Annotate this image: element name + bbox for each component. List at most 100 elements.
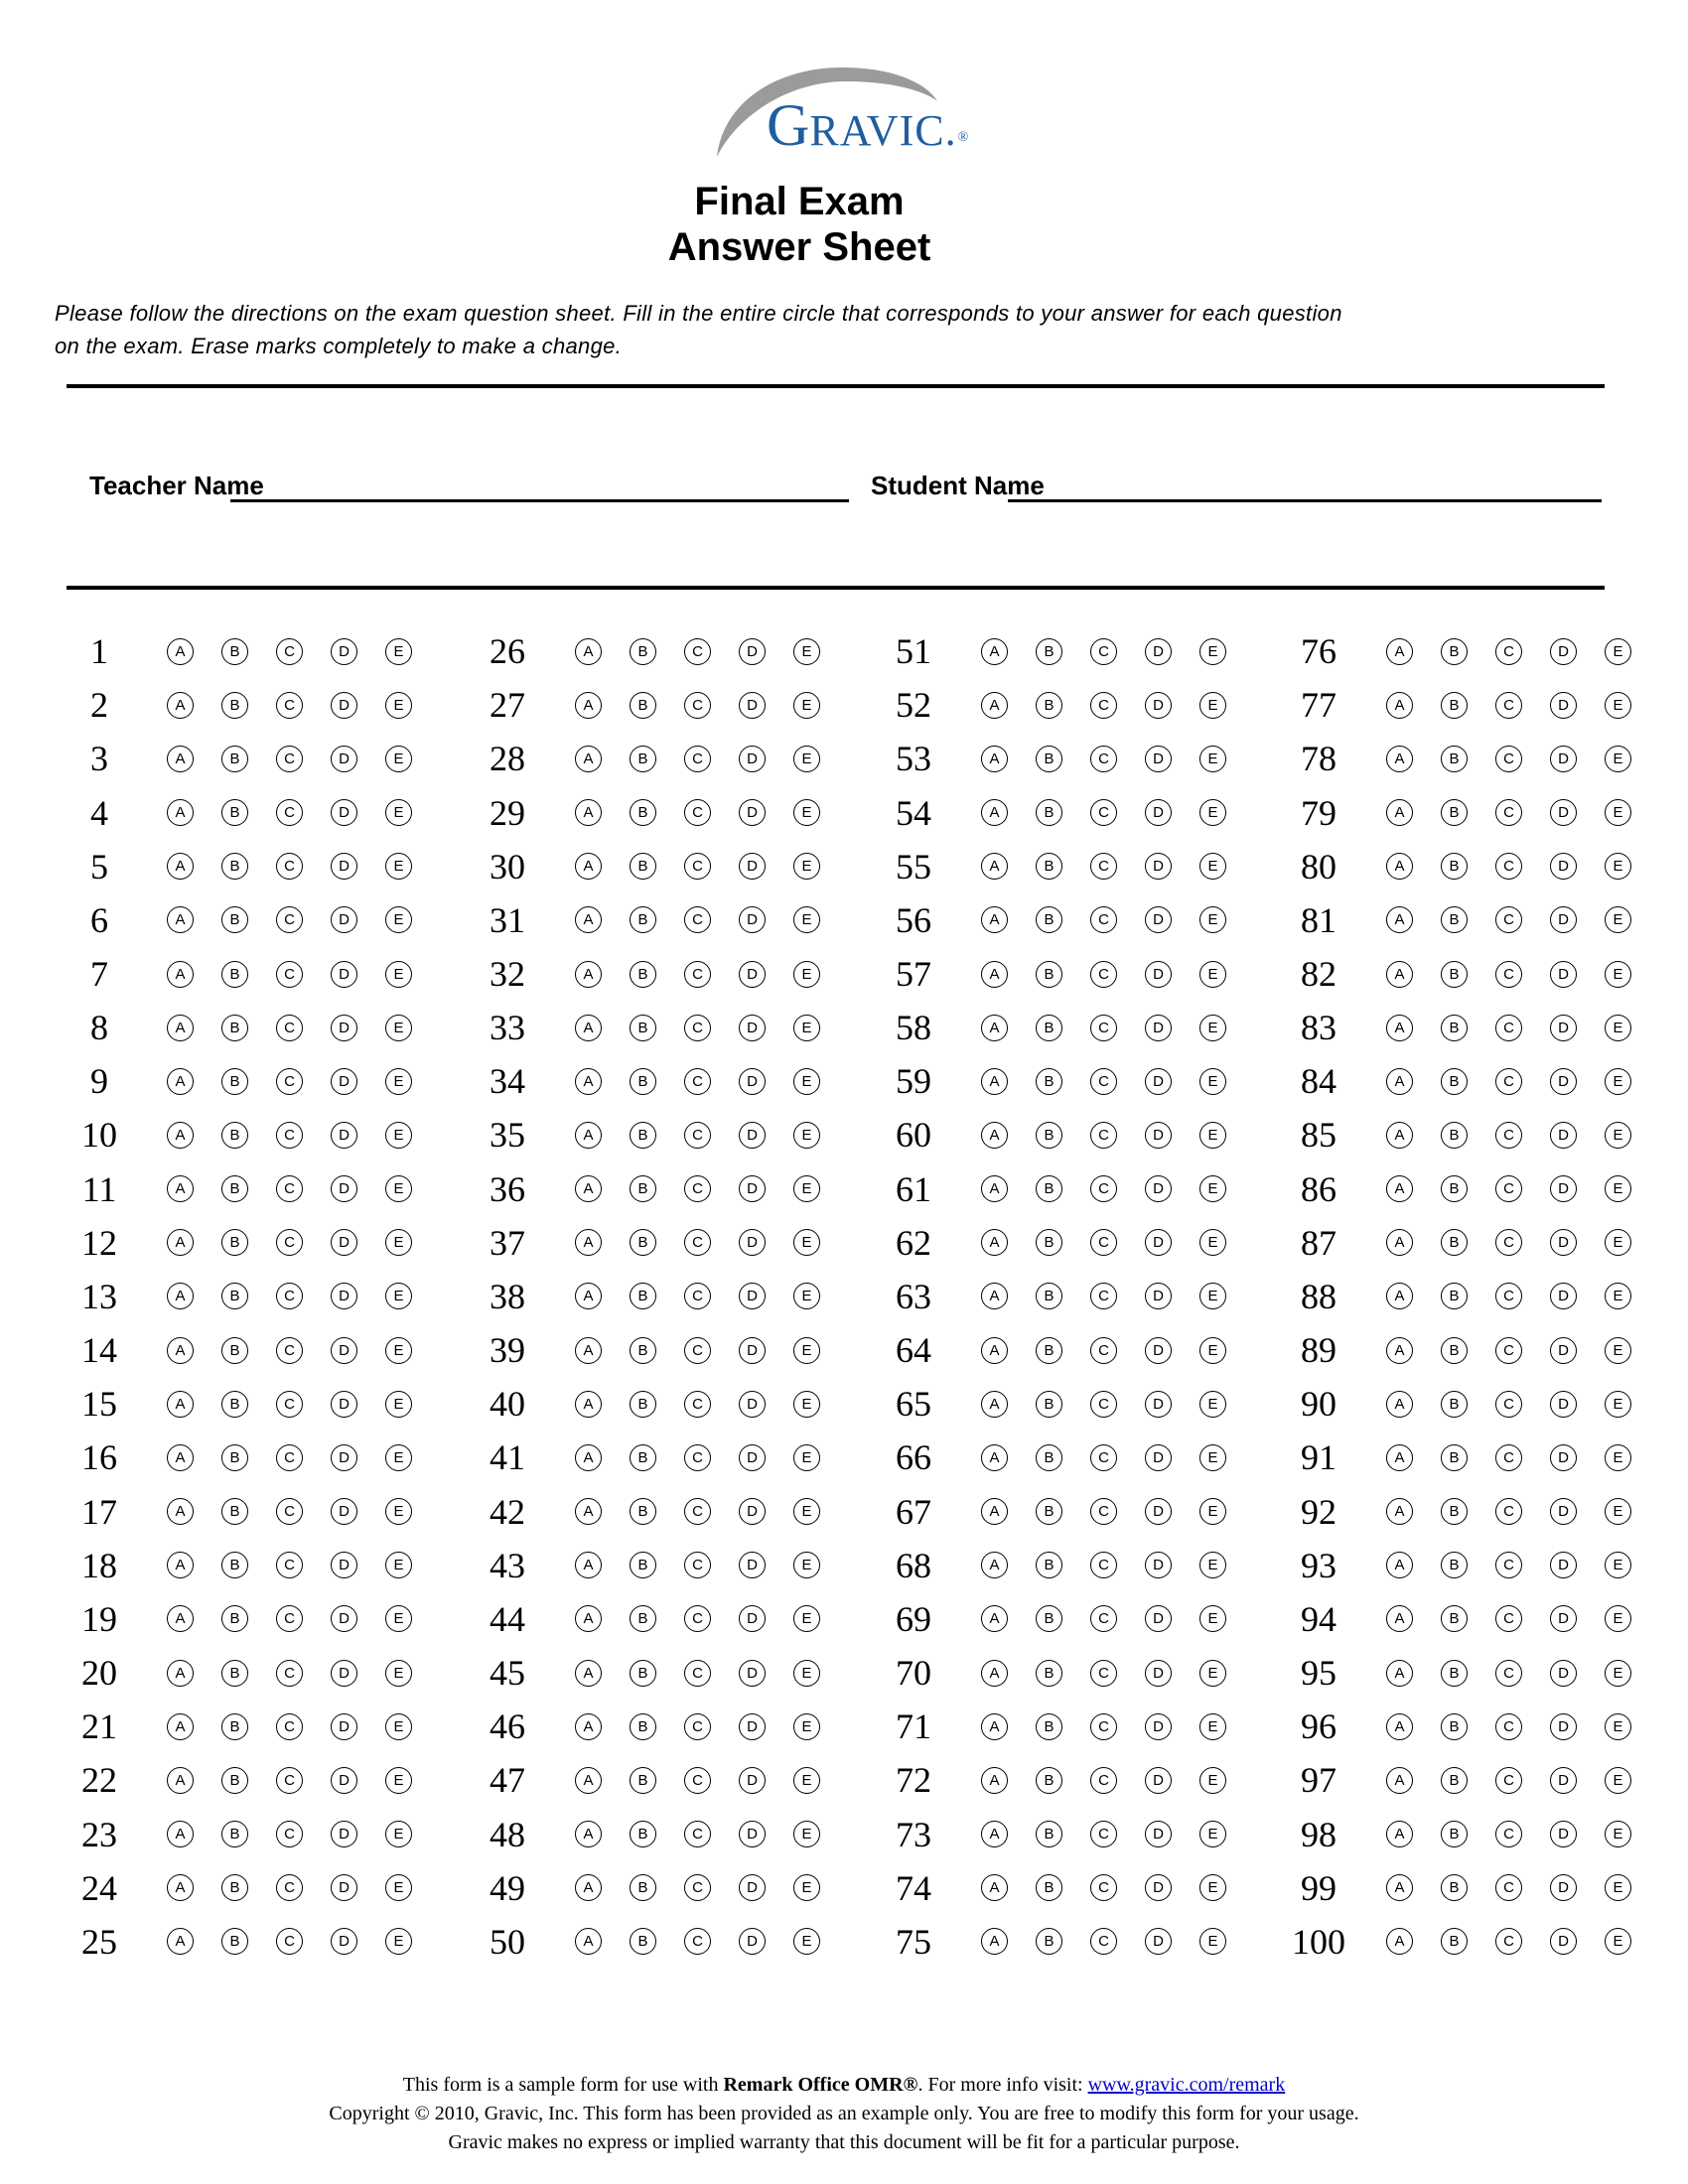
answer-bubble-74-C[interactable]: C bbox=[1090, 1874, 1117, 1902]
answer-bubble-1-A[interactable]: A bbox=[167, 637, 194, 665]
answer-bubble-21-A[interactable]: A bbox=[167, 1712, 194, 1740]
answer-bubble-79-D[interactable]: D bbox=[1550, 799, 1577, 827]
answer-bubble-42-C[interactable]: C bbox=[684, 1498, 711, 1526]
answer-bubble-77-C[interactable]: C bbox=[1495, 691, 1522, 719]
answer-bubble-19-E[interactable]: E bbox=[385, 1605, 412, 1633]
answer-bubble-59-C[interactable]: C bbox=[1090, 1067, 1117, 1095]
answer-bubble-94-D[interactable]: D bbox=[1550, 1605, 1577, 1633]
answer-bubble-32-C[interactable]: C bbox=[684, 960, 711, 988]
answer-bubble-88-B[interactable]: B bbox=[1441, 1283, 1468, 1310]
answer-bubble-6-B[interactable]: B bbox=[221, 906, 248, 934]
answer-bubble-6-C[interactable]: C bbox=[276, 906, 303, 934]
gravic-remark-link[interactable]: www.gravic.com/remark bbox=[1087, 2074, 1286, 2096]
answer-bubble-63-C[interactable]: C bbox=[1090, 1283, 1117, 1310]
answer-bubble-56-D[interactable]: D bbox=[1145, 906, 1172, 934]
answer-bubble-61-D[interactable]: D bbox=[1145, 1175, 1172, 1203]
answer-bubble-29-A[interactable]: A bbox=[575, 799, 602, 827]
answer-bubble-1-D[interactable]: D bbox=[331, 637, 357, 665]
answer-bubble-12-A[interactable]: A bbox=[167, 1229, 194, 1257]
answer-bubble-62-C[interactable]: C bbox=[1090, 1229, 1117, 1257]
answer-bubble-27-A[interactable]: A bbox=[575, 691, 602, 719]
answer-bubble-15-A[interactable]: A bbox=[167, 1390, 194, 1418]
answer-bubble-57-C[interactable]: C bbox=[1090, 960, 1117, 988]
answer-bubble-88-C[interactable]: C bbox=[1495, 1283, 1522, 1310]
answer-bubble-42-E[interactable]: E bbox=[793, 1498, 820, 1526]
answer-bubble-84-B[interactable]: B bbox=[1441, 1067, 1468, 1095]
answer-bubble-27-D[interactable]: D bbox=[739, 691, 766, 719]
answer-bubble-49-C[interactable]: C bbox=[684, 1874, 711, 1902]
answer-bubble-54-C[interactable]: C bbox=[1090, 799, 1117, 827]
answer-bubble-24-B[interactable]: B bbox=[221, 1874, 248, 1902]
answer-bubble-51-D[interactable]: D bbox=[1145, 637, 1172, 665]
answer-bubble-83-C[interactable]: C bbox=[1495, 1014, 1522, 1041]
answer-bubble-18-E[interactable]: E bbox=[385, 1552, 412, 1579]
answer-bubble-63-E[interactable]: E bbox=[1199, 1283, 1226, 1310]
answer-bubble-87-D[interactable]: D bbox=[1550, 1229, 1577, 1257]
answer-bubble-70-C[interactable]: C bbox=[1090, 1659, 1117, 1687]
answer-bubble-97-E[interactable]: E bbox=[1605, 1766, 1631, 1794]
answer-bubble-32-B[interactable]: B bbox=[630, 960, 656, 988]
answer-bubble-74-D[interactable]: D bbox=[1145, 1874, 1172, 1902]
answer-bubble-55-E[interactable]: E bbox=[1199, 853, 1226, 881]
answer-bubble-58-E[interactable]: E bbox=[1199, 1014, 1226, 1041]
answer-bubble-3-C[interactable]: C bbox=[276, 745, 303, 772]
answer-bubble-63-D[interactable]: D bbox=[1145, 1283, 1172, 1310]
answer-bubble-73-C[interactable]: C bbox=[1090, 1821, 1117, 1848]
answer-bubble-64-D[interactable]: D bbox=[1145, 1336, 1172, 1364]
answer-bubble-100-C[interactable]: C bbox=[1495, 1928, 1522, 1956]
answer-bubble-9-C[interactable]: C bbox=[276, 1067, 303, 1095]
answer-bubble-98-A[interactable]: A bbox=[1386, 1821, 1413, 1848]
answer-bubble-36-A[interactable]: A bbox=[575, 1175, 602, 1203]
answer-bubble-7-E[interactable]: E bbox=[385, 960, 412, 988]
answer-bubble-58-B[interactable]: B bbox=[1036, 1014, 1062, 1041]
answer-bubble-61-C[interactable]: C bbox=[1090, 1175, 1117, 1203]
answer-bubble-21-B[interactable]: B bbox=[221, 1712, 248, 1740]
answer-bubble-24-E[interactable]: E bbox=[385, 1874, 412, 1902]
answer-bubble-11-B[interactable]: B bbox=[221, 1175, 248, 1203]
answer-bubble-49-A[interactable]: A bbox=[575, 1874, 602, 1902]
answer-bubble-46-E[interactable]: E bbox=[793, 1712, 820, 1740]
answer-bubble-42-A[interactable]: A bbox=[575, 1498, 602, 1526]
answer-bubble-7-B[interactable]: B bbox=[221, 960, 248, 988]
answer-bubble-74-E[interactable]: E bbox=[1199, 1874, 1226, 1902]
answer-bubble-98-B[interactable]: B bbox=[1441, 1821, 1468, 1848]
answer-bubble-90-D[interactable]: D bbox=[1550, 1390, 1577, 1418]
answer-bubble-87-A[interactable]: A bbox=[1386, 1229, 1413, 1257]
answer-bubble-52-B[interactable]: B bbox=[1036, 691, 1062, 719]
answer-bubble-81-A[interactable]: A bbox=[1386, 906, 1413, 934]
answer-bubble-34-A[interactable]: A bbox=[575, 1067, 602, 1095]
answer-bubble-81-D[interactable]: D bbox=[1550, 906, 1577, 934]
answer-bubble-64-A[interactable]: A bbox=[981, 1336, 1008, 1364]
answer-bubble-79-A[interactable]: A bbox=[1386, 799, 1413, 827]
answer-bubble-30-E[interactable]: E bbox=[793, 853, 820, 881]
answer-bubble-87-B[interactable]: B bbox=[1441, 1229, 1468, 1257]
answer-bubble-48-E[interactable]: E bbox=[793, 1821, 820, 1848]
answer-bubble-27-B[interactable]: B bbox=[630, 691, 656, 719]
answer-bubble-46-C[interactable]: C bbox=[684, 1712, 711, 1740]
answer-bubble-75-B[interactable]: B bbox=[1036, 1928, 1062, 1956]
answer-bubble-67-D[interactable]: D bbox=[1145, 1498, 1172, 1526]
answer-bubble-62-A[interactable]: A bbox=[981, 1229, 1008, 1257]
answer-bubble-55-B[interactable]: B bbox=[1036, 853, 1062, 881]
answer-bubble-95-E[interactable]: E bbox=[1605, 1659, 1631, 1687]
answer-bubble-53-C[interactable]: C bbox=[1090, 745, 1117, 772]
answer-bubble-78-D[interactable]: D bbox=[1550, 745, 1577, 772]
answer-bubble-77-D[interactable]: D bbox=[1550, 691, 1577, 719]
answer-bubble-65-B[interactable]: B bbox=[1036, 1390, 1062, 1418]
answer-bubble-8-C[interactable]: C bbox=[276, 1014, 303, 1041]
answer-bubble-90-B[interactable]: B bbox=[1441, 1390, 1468, 1418]
answer-bubble-44-D[interactable]: D bbox=[739, 1605, 766, 1633]
answer-bubble-28-A[interactable]: A bbox=[575, 745, 602, 772]
answer-bubble-8-B[interactable]: B bbox=[221, 1014, 248, 1041]
answer-bubble-16-B[interactable]: B bbox=[221, 1443, 248, 1471]
answer-bubble-70-E[interactable]: E bbox=[1199, 1659, 1226, 1687]
answer-bubble-11-E[interactable]: E bbox=[385, 1175, 412, 1203]
answer-bubble-48-B[interactable]: B bbox=[630, 1821, 656, 1848]
answer-bubble-15-D[interactable]: D bbox=[331, 1390, 357, 1418]
answer-bubble-50-C[interactable]: C bbox=[684, 1928, 711, 1956]
answer-bubble-57-B[interactable]: B bbox=[1036, 960, 1062, 988]
answer-bubble-3-A[interactable]: A bbox=[167, 745, 194, 772]
answer-bubble-76-D[interactable]: D bbox=[1550, 637, 1577, 665]
answer-bubble-92-A[interactable]: A bbox=[1386, 1498, 1413, 1526]
answer-bubble-68-B[interactable]: B bbox=[1036, 1552, 1062, 1579]
